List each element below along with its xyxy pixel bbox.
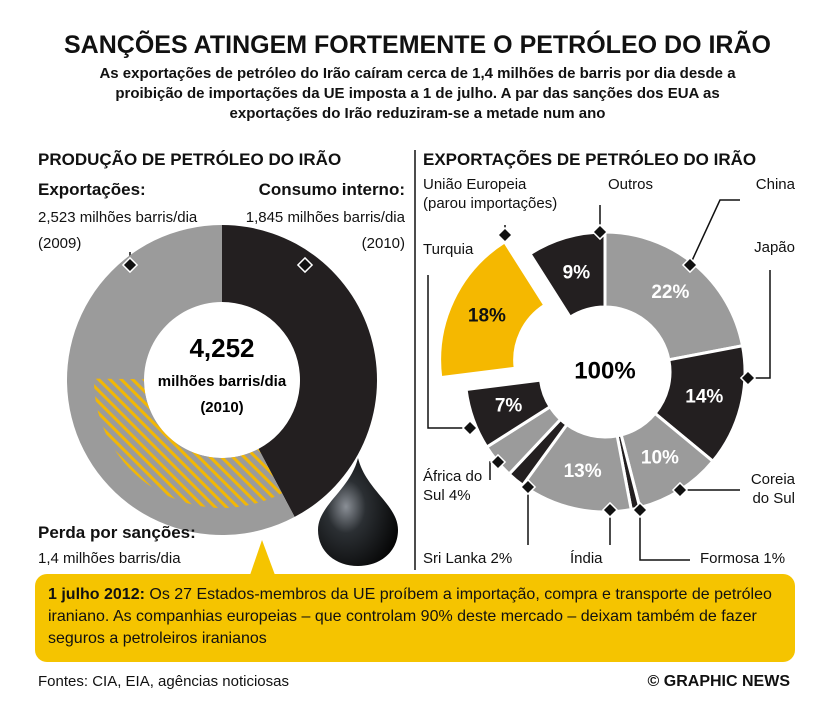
year-label: (2010) bbox=[361, 235, 405, 252]
category-label: União Europeia (parou importações) bbox=[423, 175, 557, 213]
chart-title: EXPORTAÇÕES DE PETRÓLEO DO IRÃO bbox=[423, 150, 757, 169]
loss-value-label: 1,4 milhões barris/dia bbox=[38, 550, 181, 567]
value-label: 22% bbox=[651, 282, 689, 303]
marker-diamond bbox=[631, 501, 649, 519]
category-label: Coreia do Sul bbox=[735, 470, 795, 508]
category-name: Outros bbox=[608, 176, 654, 193]
oil-drop bbox=[318, 458, 398, 566]
value-label: 7% bbox=[495, 396, 523, 417]
category-name: China bbox=[755, 176, 795, 193]
category-name: África do Sul bbox=[423, 468, 483, 504]
center-value: 4,252 bbox=[189, 333, 254, 363]
marker-diamond bbox=[496, 226, 514, 244]
donut-segment bbox=[603, 230, 745, 362]
donut-segment bbox=[222, 225, 378, 517]
donut-segment bbox=[438, 239, 547, 380]
category-name: Coreia do Sul bbox=[750, 471, 795, 507]
sources: Fontes: CIA, EIA, agências noticiosas bbox=[38, 673, 289, 690]
marker-diamond bbox=[296, 256, 314, 274]
category-name: Sri Lanka bbox=[423, 550, 487, 567]
note-text: Os 27 Estados-membros da UE proíbem a im… bbox=[48, 586, 772, 647]
credit: © GRAPHIC NEWS bbox=[647, 673, 790, 690]
category-name: Japão bbox=[754, 239, 795, 256]
marker-diamond bbox=[461, 419, 479, 437]
value-label: 13% bbox=[564, 461, 602, 482]
category-name: União Europeia bbox=[423, 176, 527, 193]
center-value: 100% bbox=[574, 357, 635, 384]
value-label: 2% bbox=[490, 550, 513, 567]
note-pointer bbox=[250, 540, 275, 575]
marker-diamond bbox=[121, 256, 139, 274]
category-label: Sri Lanka 2% bbox=[423, 549, 512, 568]
loss-label: Perda por sanções: bbox=[38, 523, 196, 542]
marker-diamond bbox=[739, 369, 757, 387]
category-note: (parou importações) bbox=[423, 195, 558, 212]
category-name: Turquia bbox=[423, 241, 474, 258]
category-label: Japão bbox=[754, 238, 795, 257]
category-label: China bbox=[756, 175, 795, 194]
title: SANÇÕES ATINGEM FORTEMENTE O PETRÓLEO DO… bbox=[64, 31, 771, 59]
note-date: 1 julho 2012: bbox=[48, 586, 145, 603]
marker-diamond bbox=[489, 453, 507, 471]
year-label: (2009) bbox=[38, 235, 82, 252]
value-label: 10% bbox=[641, 448, 679, 469]
center-unit: milhões barris/dia bbox=[158, 373, 287, 390]
marker-diamond bbox=[591, 223, 609, 241]
category-name: Formosa bbox=[700, 550, 760, 567]
marker-diamond bbox=[519, 478, 537, 496]
category-label: África do Sul 4% bbox=[423, 467, 508, 505]
value-label: 1,845 milhões barris/dia bbox=[245, 209, 405, 226]
note: 1 julho 2012: Os 27 Estados-membros da U… bbox=[48, 584, 783, 650]
category-label: Outros bbox=[608, 175, 653, 194]
donut-segment bbox=[464, 378, 553, 450]
value-label: 2,523 milhões barris/dia bbox=[38, 209, 198, 226]
value-label: 4% bbox=[448, 487, 471, 504]
marker-diamond bbox=[671, 481, 689, 499]
marker-diamond bbox=[681, 256, 699, 274]
loss-segment bbox=[93, 378, 282, 508]
chart-title: PRODUÇÃO DE PETRÓLEO DO IRÃO bbox=[38, 150, 342, 169]
subtitle: As exportações de petróleo do Irão caíra… bbox=[99, 65, 736, 122]
category-label: Consumo interno: bbox=[258, 180, 405, 199]
value-label: 9% bbox=[563, 263, 591, 284]
center-year: (2010) bbox=[200, 399, 243, 416]
category-name: Índia bbox=[570, 550, 603, 567]
category-label: Exportações: bbox=[38, 180, 146, 199]
category-label: Formosa 1% bbox=[700, 549, 785, 568]
value-label: 18% bbox=[468, 305, 506, 326]
category-label: Índia bbox=[570, 549, 603, 568]
marker-diamond bbox=[601, 501, 619, 519]
category-label: Turquia bbox=[423, 240, 473, 259]
value-label: 1% bbox=[763, 550, 786, 567]
value-label: 14% bbox=[685, 387, 723, 408]
note-box bbox=[35, 574, 795, 662]
